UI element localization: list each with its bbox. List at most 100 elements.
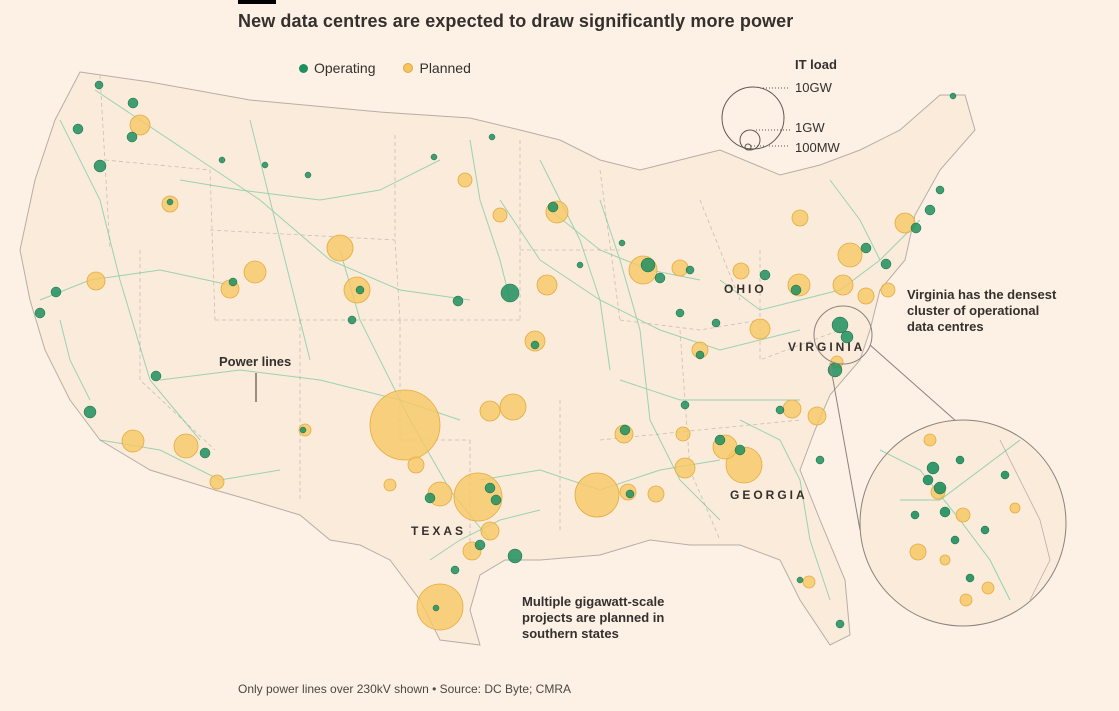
operating-dc [50, 286, 62, 298]
operating-dc [796, 576, 804, 584]
operating-dc [424, 492, 436, 504]
operating-dc [430, 153, 438, 161]
size-circle-1gw [739, 129, 761, 151]
planned-dc [480, 521, 500, 541]
operating-dc [619, 424, 631, 436]
planned-dc [86, 271, 106, 291]
planned-dc [407, 456, 425, 474]
operating-dot-icon [299, 63, 308, 73]
operating-dc [860, 242, 872, 254]
operating-dc [126, 131, 138, 143]
legend-item-planned: Planned [403, 60, 471, 76]
operating-dc [625, 489, 635, 499]
operating-dc [790, 284, 802, 296]
operating-dc [450, 565, 460, 575]
state-borders [99, 74, 841, 560]
planned-dc [121, 429, 145, 453]
operating-dc [432, 604, 440, 612]
size-legend-100mw: 100MW [795, 140, 840, 155]
planned-dc [369, 389, 441, 461]
planned-dc [732, 262, 750, 280]
operating-dc [474, 539, 486, 551]
operating-dc [347, 315, 357, 325]
operating-dc [775, 405, 785, 415]
planned-dc [675, 426, 691, 442]
planned-dc [479, 400, 501, 422]
label-virginia: VIRGINIA [788, 340, 866, 354]
annotation-virginia: Virginia has the densest cluster of oper… [907, 287, 1056, 335]
operating-dc [640, 257, 656, 273]
title-accent-bar [238, 0, 276, 4]
planned-dc [802, 575, 816, 589]
operating-data-centres [34, 80, 957, 629]
operating-dc [680, 400, 690, 410]
operating-dc [695, 350, 705, 360]
operating-dc [488, 133, 496, 141]
operating-dc [127, 97, 139, 109]
status-legend: Operating Planned [299, 60, 499, 76]
operating-dc [759, 269, 771, 281]
legend-item-operating: Operating [299, 60, 375, 76]
source-note: Only power lines over 230kV shown • Sour… [238, 682, 571, 696]
size-circle-100mw [744, 143, 752, 151]
operating-dc [304, 171, 312, 179]
planned-dc [837, 242, 863, 268]
operating-dc [94, 80, 104, 90]
annotation-virginia-line1: Virginia has the densest [907, 287, 1057, 302]
annotation-south-line2: projects are planned in [522, 610, 665, 625]
annotation-south-line1: Multiple gigawatt-scale [522, 594, 665, 609]
operating-dc [880, 258, 892, 270]
operating-dc [299, 426, 307, 434]
operating-dc [490, 494, 502, 506]
size-legend-1gw: 1GW [795, 120, 825, 135]
planned-dc [209, 474, 225, 490]
operating-dc [261, 161, 269, 169]
annotation-south: Multiple gigawatt-scale projects are pla… [522, 594, 664, 642]
operating-dc [924, 204, 936, 216]
label-texas: TEXAS [411, 524, 467, 538]
size-legend-circles [721, 86, 790, 151]
operating-dc [815, 455, 825, 465]
label-ohio: OHIO [724, 282, 767, 296]
planned-dot-icon [403, 63, 414, 73]
annotation-virginia-line3: data centres [907, 319, 984, 334]
operating-dc [166, 198, 174, 206]
operating-dc [734, 444, 746, 456]
operating-dc [355, 285, 365, 295]
operating-dc [840, 330, 854, 344]
operating-dc [547, 201, 559, 213]
planned-dc [880, 282, 896, 298]
planned-dc [791, 209, 809, 227]
planned-dc [129, 114, 151, 136]
size-legend-title: IT load [795, 57, 837, 72]
planned-dc [857, 287, 875, 305]
operating-dc [714, 434, 726, 446]
operating-dc [199, 447, 211, 459]
planned-dc [749, 318, 771, 340]
planned-dc [243, 260, 267, 284]
operating-dc [949, 92, 957, 100]
operating-dc [831, 316, 849, 334]
operating-dc [910, 222, 922, 234]
label-georgia: GEORGIA [730, 488, 808, 502]
operating-dc [685, 265, 695, 275]
operating-dc [228, 277, 238, 287]
page-title: New data centres are expected to draw si… [238, 11, 794, 31]
operating-dc [484, 482, 496, 494]
operating-dc [93, 159, 107, 173]
planned-dc [536, 274, 558, 296]
operating-dc [618, 239, 626, 247]
planned-dc [674, 457, 696, 479]
annotation-south-line3: southern states [522, 626, 619, 641]
size-legend-10gw: 10GW [795, 80, 832, 95]
planned-dc [326, 234, 354, 262]
planned-dc [457, 172, 473, 188]
planned-dc [782, 399, 802, 419]
operating-dc [935, 185, 945, 195]
operating-dc [576, 261, 584, 269]
annotation-virginia-line2: cluster of operational [907, 303, 1040, 318]
operating-dc [675, 308, 685, 318]
virginia-focus-circle [813, 305, 873, 365]
operating-dc [507, 548, 523, 564]
